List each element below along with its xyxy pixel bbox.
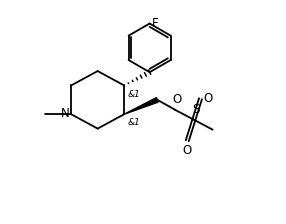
Text: S: S <box>192 103 199 116</box>
Text: F: F <box>152 17 159 30</box>
Text: &1: &1 <box>128 118 140 127</box>
Polygon shape <box>124 98 158 114</box>
Text: &1: &1 <box>128 90 140 99</box>
Text: O: O <box>182 144 191 157</box>
Text: O: O <box>204 92 213 105</box>
Text: O: O <box>172 93 182 106</box>
Text: N: N <box>61 107 69 120</box>
